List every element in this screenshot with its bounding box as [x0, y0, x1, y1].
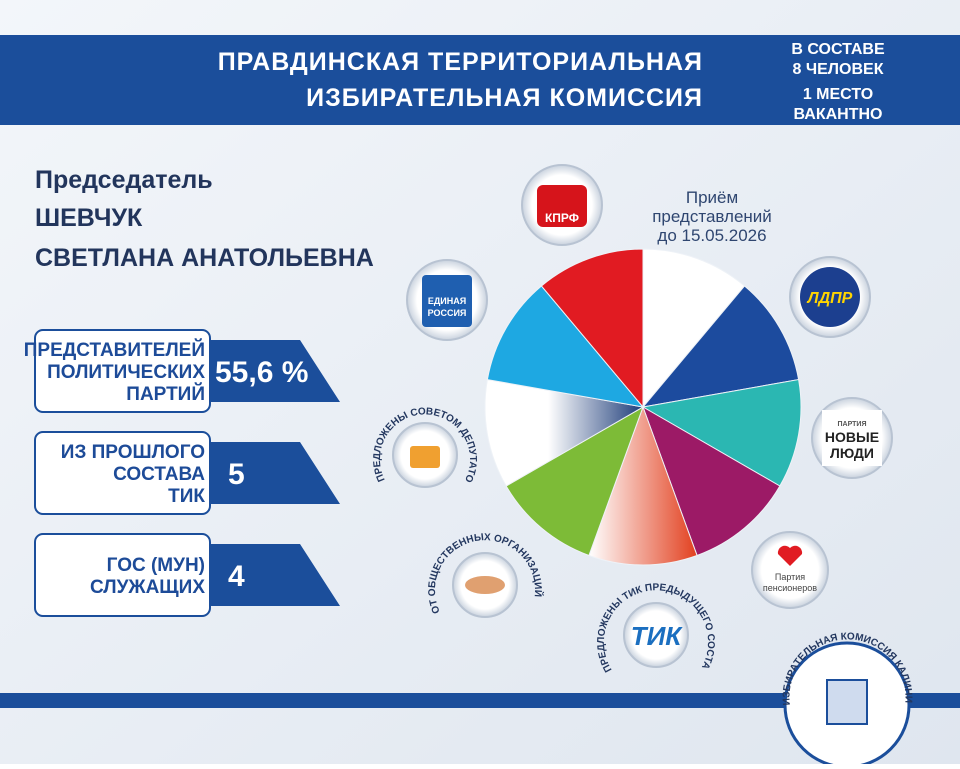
- emblem-shield: [826, 679, 868, 725]
- header-band: [0, 35, 960, 125]
- pie-slice: [642, 248, 746, 409]
- stat-label: СЛУЖАЩИХ: [90, 577, 205, 598]
- chairman-name: СВЕТЛАНА АНАТОЛЬЕВНА: [35, 244, 374, 272]
- pie: [484, 248, 802, 566]
- heart: [777, 545, 803, 566]
- pie-slice: [641, 378, 802, 487]
- stat-box: [34, 431, 211, 515]
- pie-slice: [505, 405, 644, 557]
- logo-text: ЛДПР: [807, 290, 853, 307]
- logo-text: КПРФ: [545, 211, 579, 225]
- chairman-name: ШЕВЧУК: [35, 204, 143, 232]
- notice: Приём: [686, 188, 738, 207]
- pie-slice: [540, 248, 644, 409]
- info: 8 ЧЕЛОВЕК: [793, 61, 884, 78]
- logo-text: НОВЫЕ: [825, 429, 879, 445]
- title: ИЗБИРАТЕЛЬНАЯ КОМИССИЯ: [306, 84, 703, 112]
- logo-text: ТИК: [631, 621, 684, 651]
- logo-text: Партия: [775, 572, 805, 582]
- logo-circle: [623, 602, 689, 668]
- logo-text: ЕДИНАЯ: [428, 296, 466, 306]
- pie-slice: [486, 285, 645, 408]
- pie-slice: [588, 405, 698, 566]
- stat-label: ГОС (МУН): [107, 555, 205, 576]
- stat-label: СОСТАВА: [113, 464, 205, 485]
- stat-value: 4: [228, 560, 245, 593]
- info: 1 МЕСТО: [803, 86, 873, 103]
- logo-text: пенсионеров: [763, 583, 817, 593]
- briefcase: [410, 446, 440, 468]
- logo-text: ПАРТИЯ: [837, 421, 866, 428]
- notice: до 15.05.2026: [657, 226, 766, 245]
- stat-box: [34, 329, 211, 413]
- logo-circle: [751, 531, 829, 609]
- logo-text: ЛЮДИ: [830, 445, 874, 461]
- stat-label: ПРЕДСТАВИТЕЛЕЙ: [24, 339, 205, 361]
- footer-band: [0, 693, 960, 708]
- info: ВАКАНТНО: [794, 106, 883, 123]
- notice: представлений: [652, 207, 772, 226]
- logo-text: РОССИЯ: [428, 308, 467, 318]
- ldpr-badge: [800, 267, 860, 327]
- pie-slice: [642, 405, 781, 557]
- er-badge: [422, 275, 472, 327]
- value-arrow: [200, 544, 340, 606]
- value-arrow: [200, 340, 340, 402]
- nl-badge: [822, 410, 882, 466]
- kprf-badge: [537, 185, 587, 227]
- handshake: [465, 576, 505, 594]
- stat-value: 55,6 %: [215, 356, 308, 389]
- pie-slice: [484, 378, 645, 487]
- title: ПРАВДИНСКАЯ ТЕРРИТОРИАЛЬНАЯ: [218, 48, 703, 76]
- stat-box: [34, 533, 211, 617]
- stat-label: ИЗ ПРОШЛОГО: [61, 442, 205, 463]
- value-arrow: [200, 442, 340, 504]
- info: В СОСТАВЕ: [791, 41, 885, 58]
- stat-label: ТИК: [168, 486, 205, 507]
- chairman-label: Председатель: [35, 166, 213, 194]
- stat-label: ПОЛИТИЧЕСКИХ: [47, 362, 205, 383]
- stat-value: 5: [228, 458, 245, 491]
- pie-slice: [641, 285, 800, 408]
- stat-label: ПАРТИЙ: [126, 383, 205, 405]
